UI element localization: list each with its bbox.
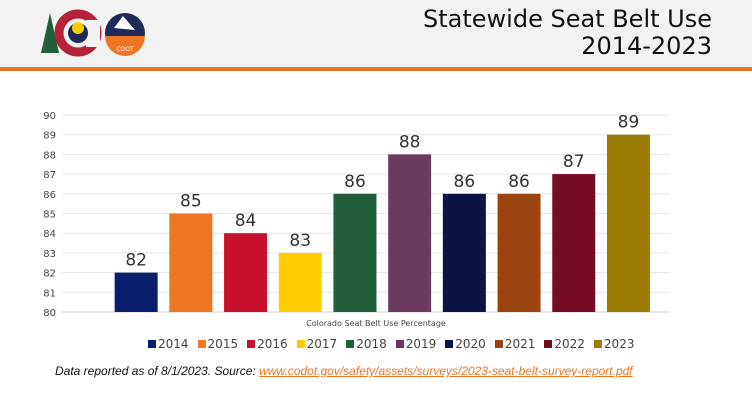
x-axis-label: Colorado Seat Belt Use Percentage bbox=[306, 319, 446, 328]
bar-2016 bbox=[224, 233, 268, 312]
legend-label: 2017 bbox=[306, 337, 338, 351]
legend-swatch bbox=[148, 340, 156, 348]
footer-note: Data reported as of 8/1/2023. Source: ww… bbox=[55, 364, 633, 378]
bar-2017 bbox=[278, 252, 322, 312]
bar-2019 bbox=[388, 154, 432, 312]
legend-label: 2016 bbox=[257, 337, 288, 351]
bar-2015 bbox=[169, 213, 213, 312]
legend-item-2021: 2021 bbox=[494, 337, 536, 351]
legend-label: 2015 bbox=[207, 337, 239, 351]
legend-swatch bbox=[247, 340, 256, 348]
source-link[interactable]: www.codot.gov/safety/assets/surveys/2023… bbox=[259, 364, 633, 378]
legend-item-2019: 2019 bbox=[395, 337, 437, 351]
bar-2022 bbox=[552, 174, 596, 312]
legend-swatch bbox=[395, 340, 404, 348]
bar-2023 bbox=[606, 134, 650, 312]
legend-item-2017: 2017 bbox=[296, 337, 338, 351]
header: CDOT Statewide Seat Belt Use 2014-2023 bbox=[0, 0, 752, 67]
legend-swatch bbox=[346, 340, 355, 348]
header-divider bbox=[0, 67, 752, 71]
data-label: 86 bbox=[344, 172, 366, 192]
legend-swatch bbox=[197, 340, 206, 348]
y-tick-label: 86 bbox=[43, 190, 56, 201]
data-label: 86 bbox=[508, 172, 530, 192]
data-label: 84 bbox=[235, 211, 257, 231]
y-tick-label: 85 bbox=[43, 210, 56, 221]
data-label: 88 bbox=[399, 132, 421, 152]
page-title: Statewide Seat Belt Use 2014-2023 bbox=[423, 6, 712, 60]
note-text: Data reported as of 8/1/2023. Source: bbox=[55, 364, 260, 378]
legend: 2014 2015 2016 2017 2018 2019 2020 2021 2022 2023 bbox=[148, 337, 634, 351]
title-line-2: 2014-2023 bbox=[581, 32, 712, 60]
title-line-1: Statewide Seat Belt Use bbox=[423, 5, 712, 33]
y-tick-label: 87 bbox=[43, 170, 56, 181]
legend-swatch bbox=[494, 340, 503, 348]
legend-item-2014: 2014 bbox=[148, 337, 189, 351]
legend-label: 2021 bbox=[504, 337, 536, 351]
cdot-logo-text: CDOT bbox=[116, 46, 134, 53]
legend-label: 2023 bbox=[603, 337, 635, 351]
legend-item-2015: 2015 bbox=[197, 337, 239, 351]
legend-item-2022: 2022 bbox=[544, 337, 585, 351]
y-tick-label: 89 bbox=[43, 131, 56, 142]
data-label: 85 bbox=[180, 192, 202, 212]
data-label: 89 bbox=[618, 113, 640, 133]
y-tick-label: 90 bbox=[43, 111, 56, 122]
legend-item-2018: 2018 bbox=[346, 337, 387, 351]
bar-2014 bbox=[114, 272, 158, 312]
legend-swatch bbox=[445, 340, 454, 348]
legend-label: 2019 bbox=[405, 337, 437, 351]
legend-label: 2020 bbox=[455, 337, 486, 351]
colorado-logo: CDOT bbox=[41, 9, 145, 57]
y-tick-label: 81 bbox=[43, 288, 56, 299]
legend-swatch bbox=[296, 340, 305, 348]
bar-2021 bbox=[497, 193, 541, 312]
y-tick-label: 82 bbox=[43, 269, 56, 280]
y-tick-label: 80 bbox=[43, 308, 56, 319]
legend-item-2023: 2023 bbox=[593, 337, 635, 351]
legend-item-2016: 2016 bbox=[247, 337, 288, 351]
y-tick-label: 88 bbox=[43, 150, 56, 161]
data-label: 82 bbox=[125, 251, 147, 271]
legend-label: 2018 bbox=[356, 337, 387, 351]
data-label: 86 bbox=[454, 172, 476, 192]
data-label: 83 bbox=[289, 231, 311, 251]
bar-2020 bbox=[442, 193, 486, 312]
data-label: 87 bbox=[563, 152, 585, 172]
y-tick-label: 84 bbox=[43, 229, 56, 240]
bar-2018 bbox=[333, 193, 377, 312]
legend-swatch bbox=[544, 340, 553, 348]
legend-swatch bbox=[593, 340, 602, 348]
legend-label: 2014 bbox=[158, 337, 189, 351]
y-tick-label: 83 bbox=[43, 249, 56, 260]
legend-item-2020: 2020 bbox=[445, 337, 486, 351]
legend-label: 2022 bbox=[554, 337, 585, 351]
